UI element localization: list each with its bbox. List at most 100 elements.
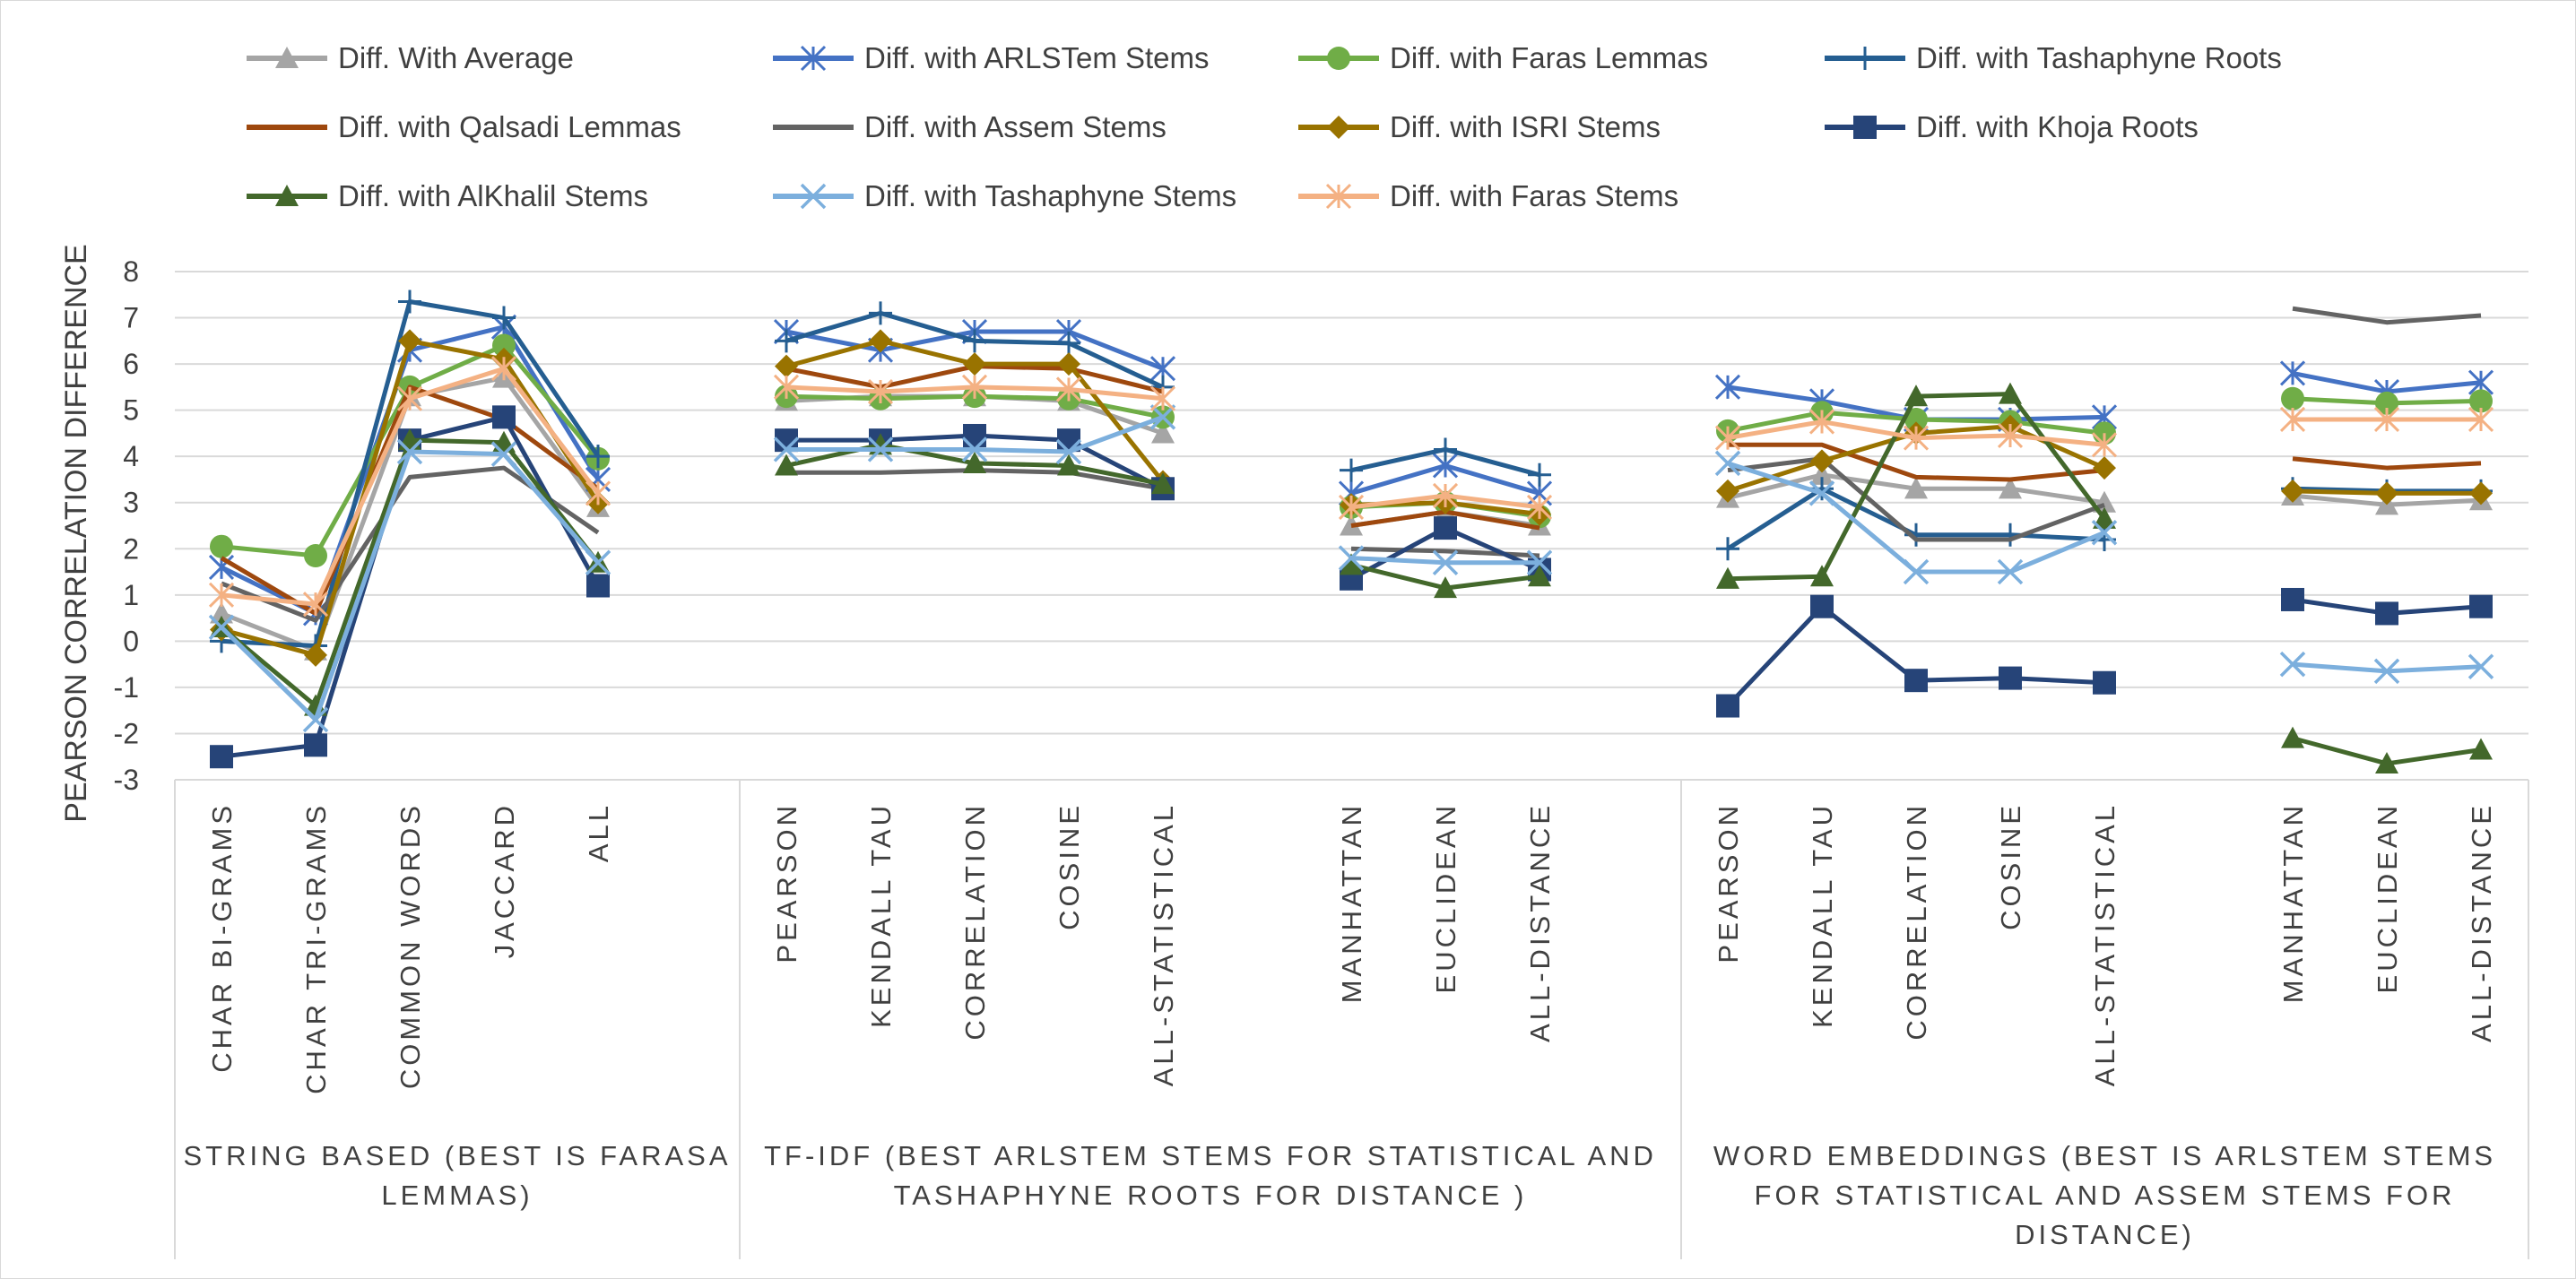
data-point <box>2279 360 2306 386</box>
data-point <box>304 733 327 757</box>
series-group <box>210 290 2493 658</box>
data-point <box>2373 406 2400 433</box>
data-point <box>773 436 800 462</box>
data-point <box>2281 726 2304 748</box>
data-point <box>2281 587 2304 611</box>
y-tick-label: 7 <box>123 302 139 334</box>
data-point <box>208 582 235 608</box>
series-line <box>1728 442 2105 482</box>
data-point <box>210 745 233 769</box>
data-point <box>1810 449 1834 473</box>
data-point <box>1338 545 1365 571</box>
data-point <box>586 445 610 469</box>
data-point <box>1338 494 1365 520</box>
data-point <box>963 451 986 473</box>
data-point <box>1151 421 1175 444</box>
x-tick-label: CORRELATION <box>959 802 991 1041</box>
series-lines <box>208 290 2494 774</box>
data-point <box>1903 558 1930 585</box>
data-point <box>1434 516 1457 540</box>
data-point <box>1808 480 1835 506</box>
data-point <box>490 441 517 467</box>
legend-label: Diff. with Qalsadi Lemmas <box>338 110 681 143</box>
data-point <box>2468 406 2494 433</box>
data-point <box>1999 666 2022 690</box>
y-tick-label: 4 <box>123 440 139 472</box>
data-point <box>1432 549 1459 575</box>
x-tick-label: PEARSON <box>771 802 802 964</box>
y-tick-label: 1 <box>123 579 139 611</box>
data-point <box>2091 432 2118 458</box>
data-point <box>800 45 827 72</box>
data-point <box>1853 116 1877 139</box>
data-point <box>869 301 892 325</box>
data-point <box>1853 47 1877 70</box>
data-point <box>2093 506 2116 529</box>
data-point <box>302 592 329 618</box>
group-label: DISTANCE) <box>2015 1219 2195 1250</box>
x-tick-label: MANHATTAN <box>1336 802 1367 1003</box>
x-tick-label: ALL <box>583 802 614 862</box>
data-point <box>398 290 421 314</box>
axes: 8 7 6 5 4 3 2 1 0 -1 -2 -3 CHAR BI-GRAMS CHAR TRI-GRA… <box>114 255 2529 1259</box>
data-point <box>2281 479 2304 503</box>
data-point <box>1904 385 1928 407</box>
data-point <box>1810 565 1834 587</box>
group-label: FOR STATISTICAL AND ASSEM STEMS FOR <box>1755 1180 2456 1211</box>
x-tick-label: PEARSON <box>1713 802 1744 964</box>
data-point <box>398 329 421 353</box>
data-point <box>1714 450 1741 477</box>
data-point <box>773 374 800 400</box>
data-point <box>304 544 327 568</box>
series-group <box>208 356 2494 618</box>
legend-label: Diff. with Khoja Roots <box>1916 110 2199 143</box>
data-point <box>1055 438 1082 465</box>
data-point <box>2469 738 2493 760</box>
data-point <box>1808 409 1835 435</box>
y-tick-label: -3 <box>114 764 139 796</box>
series-group <box>208 404 2494 733</box>
data-point <box>1997 422 2024 449</box>
data-point <box>961 436 988 462</box>
data-point <box>775 354 798 378</box>
data-point <box>961 374 988 400</box>
data-point <box>208 614 235 641</box>
group-label: TF-IDF (BEST ARLSTEM STEMS FOR STATISTIC… <box>764 1140 1657 1171</box>
legend-label: Diff. with Assem Stems <box>864 110 1167 143</box>
data-point <box>1325 183 1352 210</box>
group-label: TASHAPHYNE ROOTS FOR DISTANCE ) <box>894 1180 1528 1211</box>
x-tick-label: CORRELATION <box>1901 802 1932 1041</box>
legend-label: Diff. With Average <box>338 41 574 74</box>
y-tick-label: 2 <box>123 532 139 565</box>
data-point <box>1432 482 1459 509</box>
data-point <box>867 378 894 405</box>
y-tick-label: -1 <box>114 671 139 704</box>
x-tick-label: COMMON WORDS <box>395 802 426 1089</box>
data-point <box>304 694 327 716</box>
data-point <box>1149 404 1176 430</box>
y-axis-label: PEARSON CORRELATION DIFFERENCE <box>59 244 93 822</box>
y-tick-label: 0 <box>123 625 139 657</box>
data-point <box>2375 391 2398 415</box>
y-tick-label: 8 <box>123 255 139 288</box>
data-point <box>2375 481 2398 506</box>
data-point <box>869 329 892 353</box>
data-point <box>396 438 423 465</box>
series-line <box>221 414 601 759</box>
y-tick-label: -2 <box>114 717 139 749</box>
data-point <box>2375 601 2398 626</box>
x-tick-label: JACCARD <box>489 802 520 958</box>
x-tick-label: KENDALL TAU <box>865 802 897 1028</box>
data-point <box>275 185 299 207</box>
legend: Diff. With Average Diff. with ARLSTem Ste… <box>247 41 2282 212</box>
data-point <box>1327 47 1350 70</box>
data-point <box>490 356 517 382</box>
data-point <box>2469 389 2493 413</box>
data-point <box>1997 558 2024 585</box>
data-point <box>2093 456 2116 480</box>
data-point <box>1149 385 1176 411</box>
x-tick-label: ALL-DISTANCE <box>1524 802 1556 1042</box>
data-point <box>586 574 610 598</box>
data-point <box>2091 519 2118 546</box>
